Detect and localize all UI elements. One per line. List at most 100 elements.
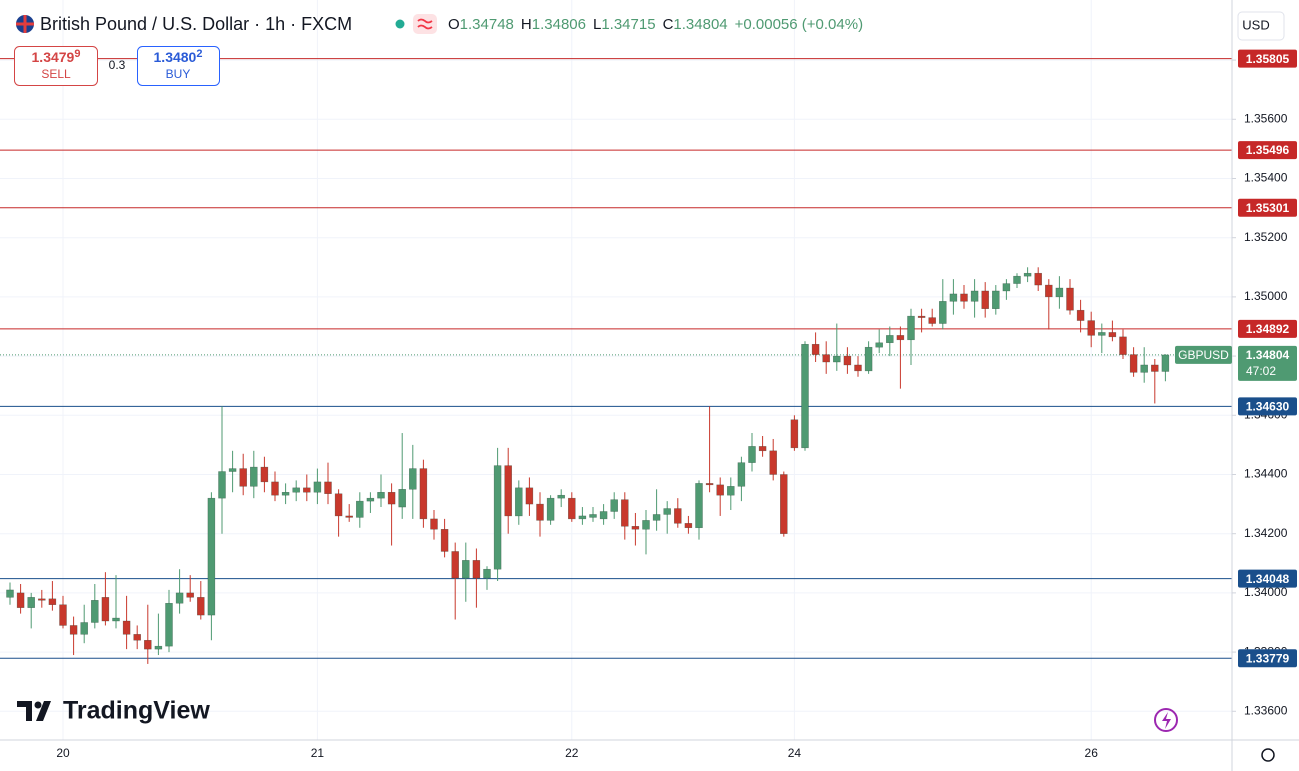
candle-body	[1002, 283, 1011, 292]
candle-body	[960, 293, 968, 302]
candle-body	[981, 290, 989, 309]
currency-button[interactable]	[1237, 11, 1285, 41]
candle-body	[801, 343, 809, 449]
logo-v	[36, 701, 51, 721]
settings-icon[interactable]	[1261, 748, 1275, 762]
x-tick-label: 21	[311, 746, 325, 760]
ohlc-key: C	[663, 16, 674, 33]
level-label: 1.34630	[1246, 400, 1290, 414]
candle-body	[472, 560, 481, 579]
ohlc-change: +0.00056 (+0.04%)	[735, 16, 863, 33]
candle-body	[430, 518, 438, 530]
candle-body	[1013, 275, 1021, 284]
y-tick-label: 1.34400	[1244, 467, 1288, 481]
candle-body	[705, 483, 714, 486]
candle-body	[568, 497, 576, 520]
candle-body	[260, 466, 269, 483]
candle-body	[59, 604, 67, 626]
candle-body	[1045, 284, 1053, 298]
candle-body	[790, 419, 799, 449]
candle-body	[536, 503, 544, 521]
candle-body	[122, 620, 131, 635]
candle-body	[621, 499, 629, 527]
y-tick-label: 1.35600	[1244, 111, 1288, 125]
buy-price: 1.34802	[154, 48, 203, 65]
ohlc-legend: O1.34748 H1.34806 L1.34715 C1.34804 +0.00056…	[448, 16, 863, 33]
last-price-label: 1.34804	[1246, 348, 1290, 362]
candle-body	[398, 489, 406, 508]
candle-body	[875, 342, 883, 348]
y-tick-label: 1.33600	[1244, 703, 1288, 717]
candle-body	[1151, 364, 1159, 372]
logo-dot	[34, 701, 42, 709]
candle-body	[281, 491, 290, 496]
candle-body	[896, 335, 905, 341]
candle-body	[101, 597, 110, 622]
brand-logo: TradingView	[17, 697, 210, 725]
x-tick-label: 26	[1085, 746, 1099, 760]
candle-body	[589, 514, 597, 518]
ohlc-key: L	[593, 16, 601, 33]
candle-body	[652, 514, 661, 521]
header: British Pound / U.S. Dollar · 1h · FXCM …	[16, 14, 863, 34]
candle-body	[970, 290, 979, 302]
candle-body	[811, 343, 820, 355]
candle-body	[1161, 354, 1170, 372]
candle-body	[112, 617, 120, 622]
candle-body	[154, 645, 163, 650]
candle-body	[345, 515, 353, 518]
candle-body	[578, 515, 587, 520]
candle-body	[292, 487, 300, 493]
candle-body	[737, 462, 746, 487]
candle-body	[334, 493, 343, 517]
candles	[6, 267, 1170, 664]
candle-body	[610, 499, 618, 512]
candle-body	[631, 526, 640, 530]
candle-body	[780, 474, 788, 534]
assistant-bolt	[1162, 712, 1171, 729]
candle-body	[197, 597, 205, 616]
candle-body	[38, 598, 46, 601]
candle-body	[387, 491, 396, 505]
x-tick-label: 20	[56, 746, 70, 760]
candle-body	[843, 355, 852, 366]
candle-body	[1076, 309, 1085, 321]
candle-body	[716, 484, 724, 496]
candle-body	[949, 293, 958, 302]
sell-button[interactable]	[14, 46, 98, 86]
candle-body	[833, 355, 841, 363]
level-tag	[1238, 198, 1297, 217]
sell-price-main: 1.3479	[32, 49, 75, 65]
last-price-tag	[1238, 345, 1297, 381]
candle-body	[1034, 272, 1042, 286]
y-tick-label: 1.35200	[1244, 230, 1288, 244]
candle-body	[822, 354, 830, 363]
y-tick-label: 1.35000	[1244, 289, 1288, 303]
candle-body	[1129, 354, 1138, 373]
market-open-dot[interactable]	[395, 19, 405, 29]
candle-body	[1087, 320, 1095, 336]
x-tick-label: 24	[788, 746, 802, 760]
buy-label: BUY	[166, 67, 191, 81]
candle-body	[483, 568, 491, 579]
buy-button[interactable]	[137, 46, 220, 86]
data-status[interactable]	[413, 14, 437, 34]
candle-body	[525, 487, 534, 505]
level-label: 1.34892	[1246, 322, 1290, 336]
candle-body	[727, 486, 735, 496]
candle-body	[684, 523, 693, 529]
assistant-icon[interactable]	[1154, 708, 1178, 732]
candle-body	[377, 491, 385, 499]
candle-body	[451, 551, 459, 579]
logo-t	[17, 701, 32, 721]
level-tag	[1238, 49, 1297, 68]
level-label: 1.35496	[1246, 143, 1290, 157]
buy-price-pip: 2	[196, 48, 202, 60]
y-tick-label: 1.35400	[1244, 171, 1288, 185]
candle-body	[409, 468, 417, 490]
candle-body	[303, 487, 311, 493]
sell-price: 1.34799	[32, 48, 81, 65]
level-label: 1.33779	[1246, 651, 1290, 665]
candle-body	[366, 497, 375, 502]
candle-body	[992, 290, 1000, 309]
